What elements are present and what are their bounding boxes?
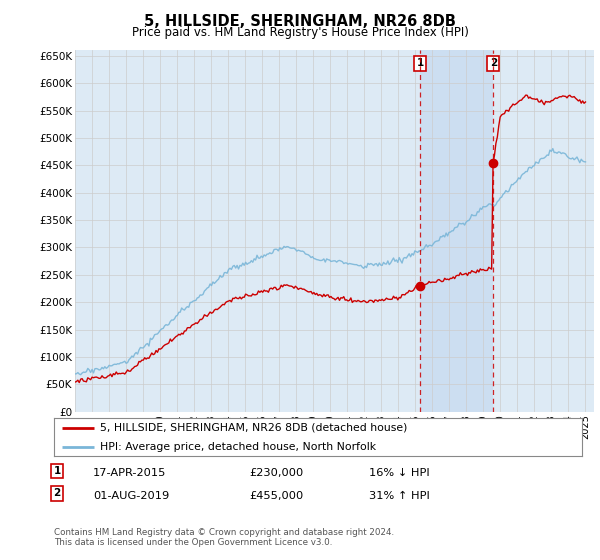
Text: 5, HILLSIDE, SHERINGHAM, NR26 8DB: 5, HILLSIDE, SHERINGHAM, NR26 8DB xyxy=(144,14,456,29)
Text: 2: 2 xyxy=(490,58,497,68)
Text: 1: 1 xyxy=(53,466,61,476)
Text: 2: 2 xyxy=(53,488,61,498)
Text: HPI: Average price, detached house, North Norfolk: HPI: Average price, detached house, Nort… xyxy=(100,442,377,452)
Text: 5, HILLSIDE, SHERINGHAM, NR26 8DB (detached house): 5, HILLSIDE, SHERINGHAM, NR26 8DB (detac… xyxy=(100,423,408,433)
Text: £455,000: £455,000 xyxy=(249,491,303,501)
Text: 31% ↑ HPI: 31% ↑ HPI xyxy=(369,491,430,501)
Text: 16% ↓ HPI: 16% ↓ HPI xyxy=(369,468,430,478)
Text: Contains HM Land Registry data © Crown copyright and database right 2024.
This d: Contains HM Land Registry data © Crown c… xyxy=(54,528,394,547)
Bar xyxy=(420,50,493,412)
Text: 1: 1 xyxy=(416,58,424,68)
Text: Price paid vs. HM Land Registry's House Price Index (HPI): Price paid vs. HM Land Registry's House … xyxy=(131,26,469,39)
Text: 01-AUG-2019: 01-AUG-2019 xyxy=(93,491,169,501)
Text: 17-APR-2015: 17-APR-2015 xyxy=(93,468,166,478)
Text: £230,000: £230,000 xyxy=(249,468,303,478)
